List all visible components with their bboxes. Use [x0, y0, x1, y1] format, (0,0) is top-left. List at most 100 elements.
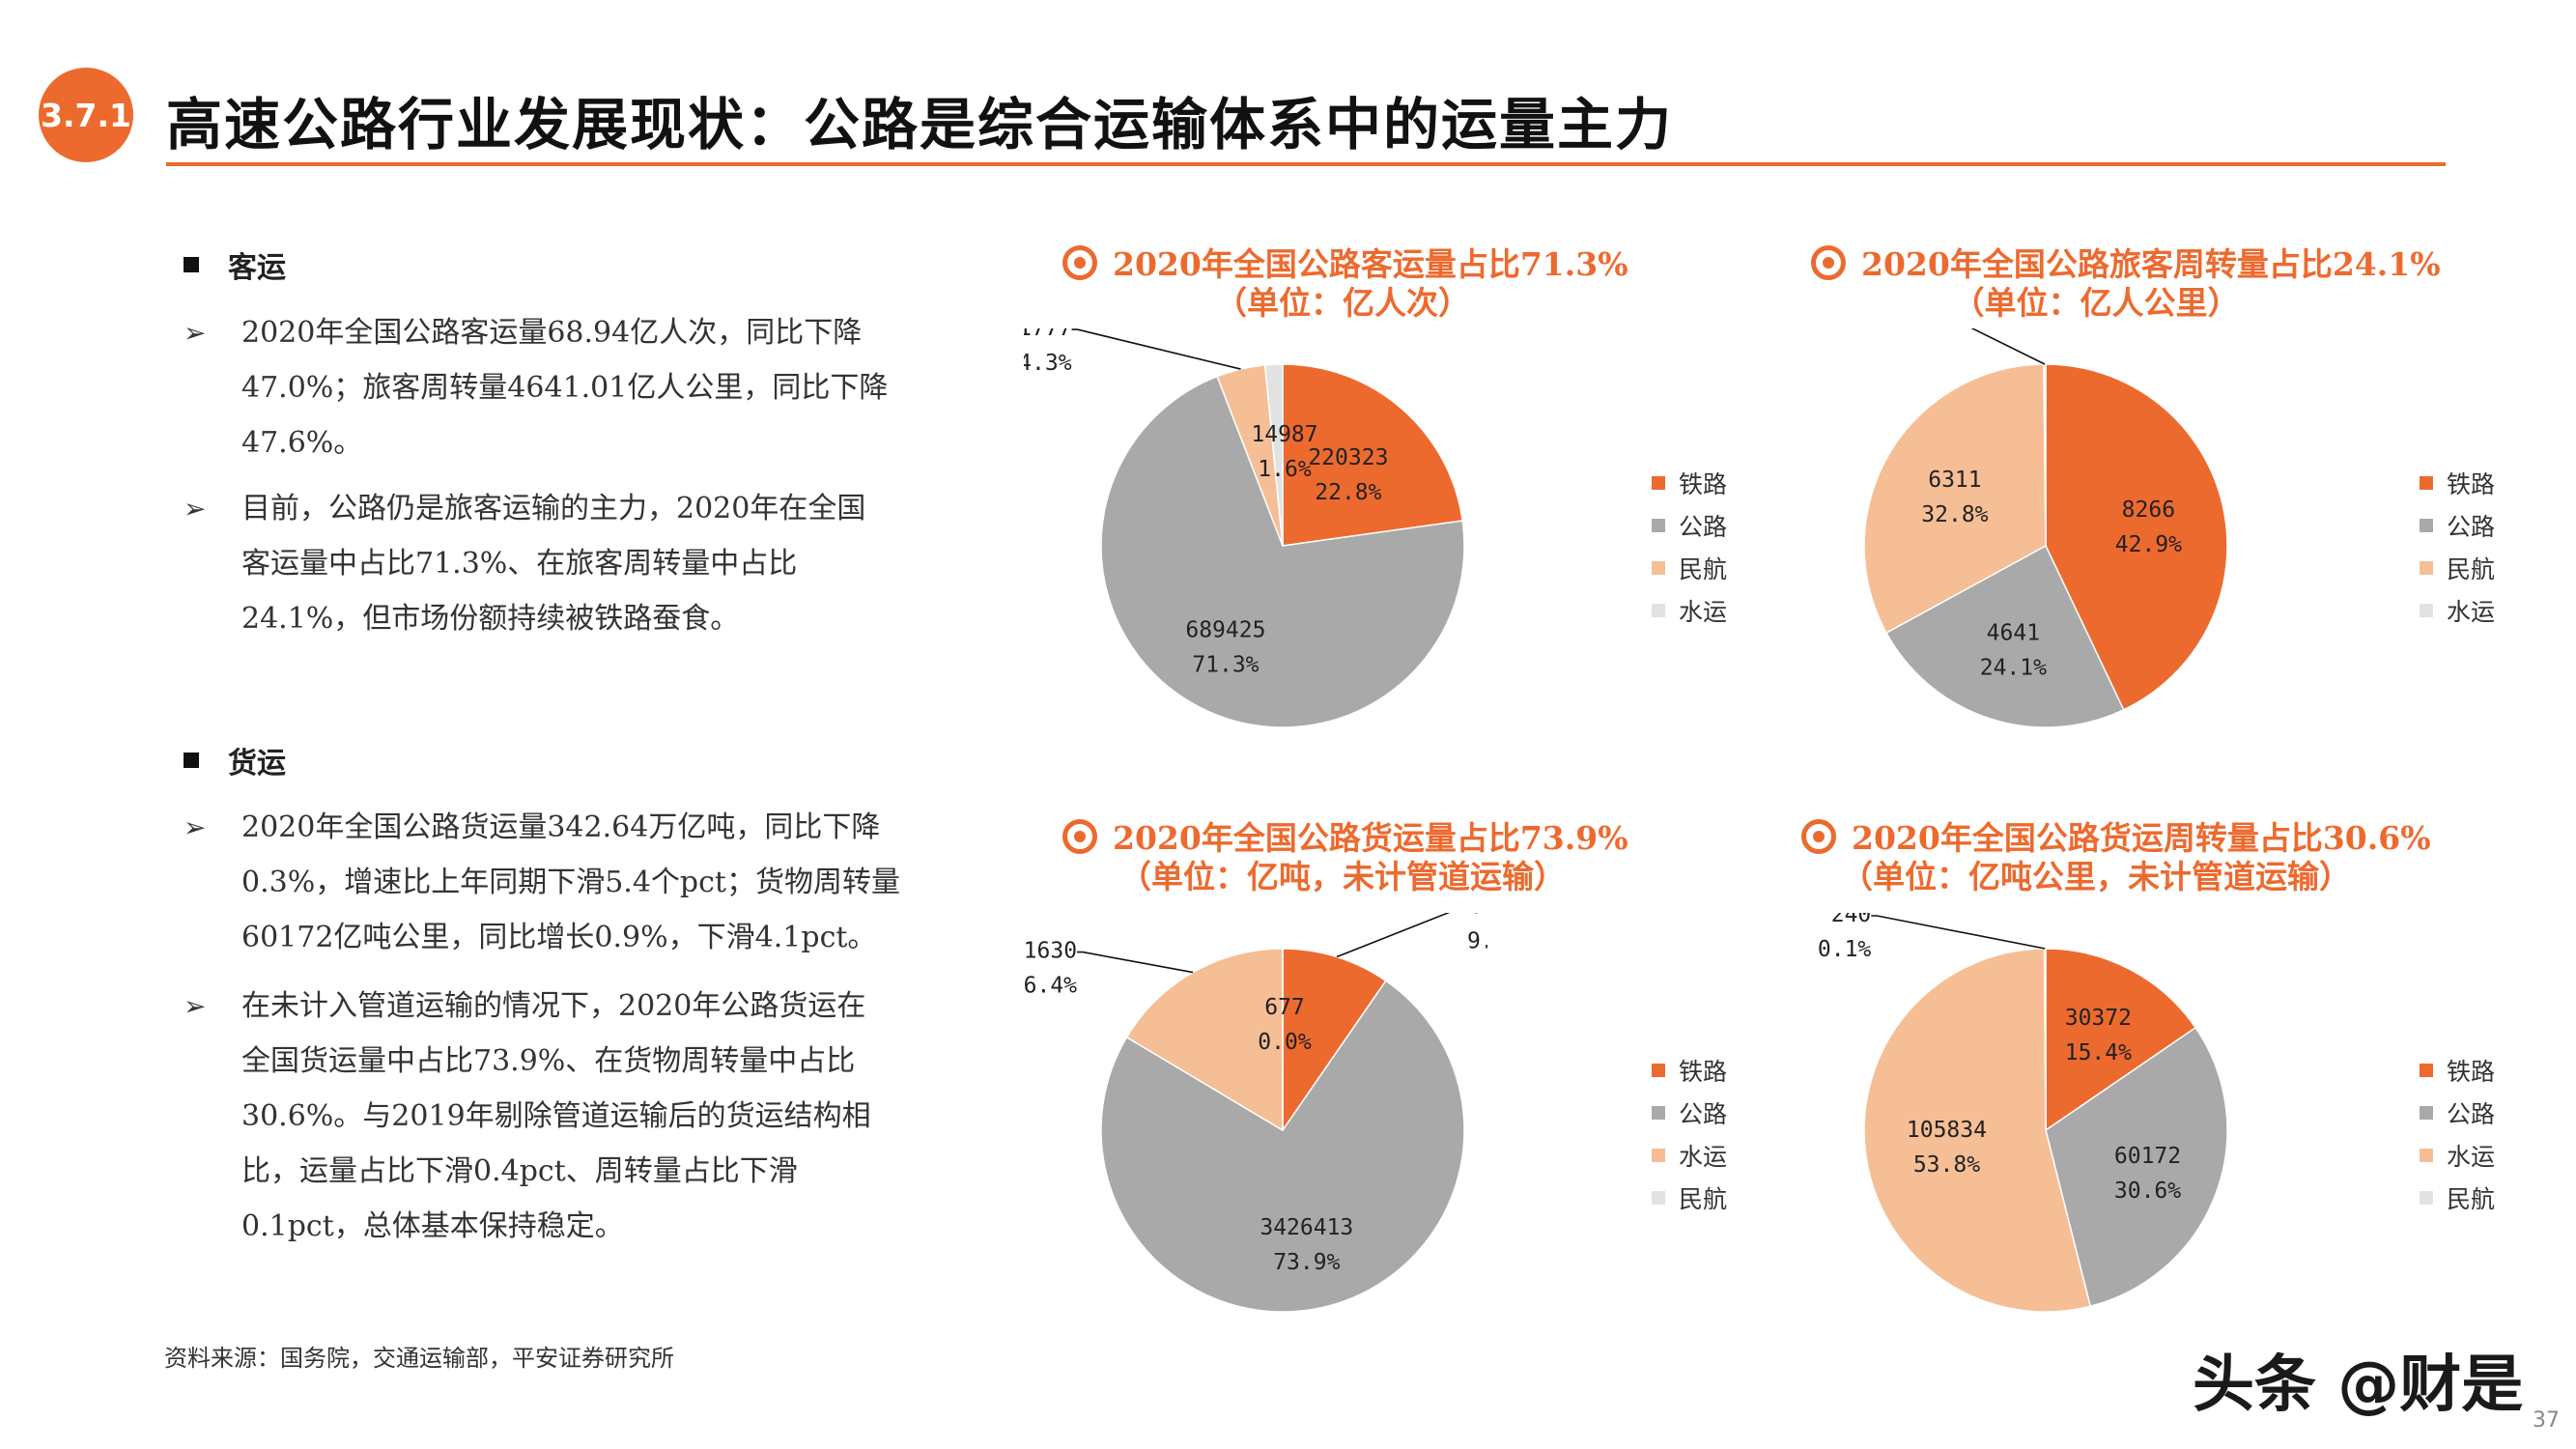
legend-label: 铁路	[1679, 1058, 1728, 1086]
passenger-heading-text: 客运	[228, 251, 286, 285]
legend-item: 民航	[2420, 1177, 2495, 1219]
legend-label: 水运	[2447, 1143, 2496, 1171]
leader-line	[1071, 328, 1241, 370]
page-title: 高速公路行业发展现状：公路是综合运输体系中的运量主力	[166, 92, 1674, 157]
bullet-line: 客运量中占比71.3%、在旅客周转量中占比	[241, 547, 798, 581]
chart-2-legend: 铁路公路民航水运	[2420, 462, 2495, 632]
chart-1-title: 2020年全国公路客运量占比71.3% （单位：亿人次）	[1062, 245, 1628, 323]
leader-line	[1871, 915, 2046, 950]
bullet-line: 30.6%。与2019年剔除管道运输后的货运结构相	[241, 1099, 871, 1133]
data-label-value: 3426413	[1260, 1215, 1353, 1240]
legend-item: 铁路	[2420, 1049, 2495, 1092]
legend-item: 水运	[2420, 1134, 2495, 1177]
legend-item: 民航	[1652, 547, 1727, 589]
bullet-line: 目前，公路仍是旅客运输的主力，2020年在全国	[241, 492, 866, 526]
legend-item: 公路	[1652, 1092, 1727, 1134]
legend-swatch	[1652, 1191, 1665, 1205]
legend-item: 水运	[1652, 1134, 1727, 1177]
square-bullet-icon	[184, 257, 199, 272]
data-label-value: 6311	[1928, 468, 1981, 493]
legend-label: 民航	[2447, 555, 2496, 583]
data-label-value: 677	[1264, 995, 1305, 1020]
legend-item: 铁路	[2420, 462, 2495, 504]
legend-item: 公路	[1652, 504, 1727, 547]
chart-1-subtitle: （单位：亿人次）	[1215, 284, 1470, 322]
data-label-value: 30372	[2065, 1006, 2132, 1031]
chart-3-title-text: 2020年全国公路货运量占比73.9%	[1113, 819, 1628, 857]
data-label-value: 220323	[1308, 445, 1388, 470]
chart-4-subtitle: （单位：亿吨公里，未计管道运输）	[1841, 858, 2351, 895]
freight-bullet-1: ➢ 2020年全国公路货运量342.64万亿吨，同比下降 0.3%，增速比上年同…	[184, 800, 976, 965]
data-label-value: 689425	[1185, 617, 1265, 642]
data-label-percent: 32.8%	[1921, 502, 1988, 527]
passenger-heading: 客运	[184, 243, 286, 286]
title-divider	[166, 162, 2446, 166]
pie-slice-铁路	[2045, 948, 2197, 1132]
bullet-line: 0.1pct，总体基本保持稳定。	[241, 1209, 624, 1243]
chart-2-title-text: 2020年全国公路旅客周转量占比24.1%	[1861, 245, 2441, 283]
legend-item: 民航	[2420, 547, 2495, 589]
chart-1-title-text: 2020年全国公路客运量占比71.3%	[1113, 245, 1628, 283]
chart-4-pie: 30372 15.4% 60172 30.6% 105834 53.8% 240 0.1%	[1818, 913, 2228, 1313]
legend-swatch	[2420, 561, 2433, 575]
legend-swatch	[1652, 519, 1665, 532]
pie-slice-公路	[2045, 1026, 2228, 1308]
bullet-line: 47.0%；旅客周转量4641.01亿人公里，同比下降	[241, 371, 889, 405]
legend-item: 铁路	[1652, 1049, 1727, 1092]
pie-slice-水运	[1863, 948, 2092, 1313]
legend-label: 水运	[1679, 1143, 1728, 1171]
chart-3-title: 2020年全国公路货运量占比73.9% （单位：亿吨，未计管道运输）	[1062, 819, 1628, 896]
chart-2-title: 2020年全国公路旅客周转量占比24.1% （单位：亿人公里）	[1811, 245, 2441, 323]
legend-swatch	[2420, 476, 2433, 490]
data-label-value: 4641	[1987, 621, 2040, 646]
freight-heading: 货运	[184, 739, 286, 781]
data-label-value: 41777	[1024, 328, 1072, 341]
data-label-value: 240	[1831, 913, 1872, 927]
legend-label: 水运	[1679, 598, 1728, 626]
data-label-value: 14987	[1251, 422, 1317, 447]
chart-3-subtitle: （单位：亿吨，未计管道运输）	[1119, 858, 1566, 895]
data-label-percent: 24.1%	[1980, 656, 2047, 681]
legend-label: 民航	[2447, 1185, 2496, 1213]
data-label-percent: 42.9%	[2115, 532, 2182, 557]
legend-label: 公路	[2447, 513, 2496, 541]
legend-label: 铁路	[2447, 470, 2496, 498]
data-label-percent: 0.0%	[1258, 1030, 1312, 1055]
data-label-percent: 22.8%	[1315, 480, 1381, 505]
data-label-value: 761630	[1024, 939, 1077, 964]
data-label-percent: 30.6%	[2114, 1179, 2181, 1204]
legend-swatch	[1652, 476, 1665, 490]
leader-line	[1077, 951, 1194, 974]
pie-slice-公路	[1884, 544, 2125, 728]
leader-line	[1970, 328, 2046, 365]
bullet-line: 24.1%，但市场份额持续被铁路蚕食。	[241, 602, 740, 636]
legend-swatch	[1652, 1064, 1665, 1077]
legend-item: 公路	[2420, 1092, 2495, 1134]
passenger-bullet-2: ➢ 目前，公路仍是旅客运输的主力，2020年在全国 客运量中占比71.3%、在旅…	[184, 481, 976, 646]
bullet-line: 全国货运量中占比73.9%、在货物周转量中占比	[241, 1044, 856, 1078]
data-label-percent: 15.4%	[2065, 1040, 2132, 1065]
freight-heading-text: 货运	[228, 747, 286, 781]
data-label-percent: 0.1%	[1818, 937, 1872, 962]
pie-slice-铁路	[1282, 948, 1387, 1133]
legend-swatch	[1652, 561, 1665, 575]
section-number-badge: 3.7.1	[39, 68, 133, 162]
bullet-line: 2020年全国公路货运量342.64万亿吨，同比下降	[241, 810, 881, 844]
legend-label: 铁路	[1679, 470, 1728, 498]
data-label-percent: 0.2%	[1827, 328, 1882, 332]
arrow-bullet-icon: ➢	[184, 317, 207, 349]
data-label-percent: 4.3%	[1024, 351, 1072, 376]
target-icon	[1801, 819, 1836, 854]
data-label-percent: 1.6%	[1258, 457, 1312, 482]
legend-swatch	[2420, 519, 2433, 532]
chart-1-pie: 220323 22.8% 689425 71.3% 41777 4.3% 14987 1.6%	[1024, 328, 1465, 728]
data-label-value: 445761	[1467, 913, 1487, 920]
legend-label: 铁路	[2447, 1058, 2496, 1086]
target-icon	[1062, 819, 1097, 854]
passenger-bullet-1: ➢ 2020年全国公路客运量68.94亿人次，同比下降 47.0%；旅客周转量4…	[184, 305, 976, 470]
pie-slice-公路	[1100, 980, 1465, 1313]
legend-item: 水运	[2420, 589, 2495, 632]
legend-label: 公路	[1679, 513, 1728, 541]
chart-1-legend: 铁路公路民航水运	[1652, 462, 1727, 632]
